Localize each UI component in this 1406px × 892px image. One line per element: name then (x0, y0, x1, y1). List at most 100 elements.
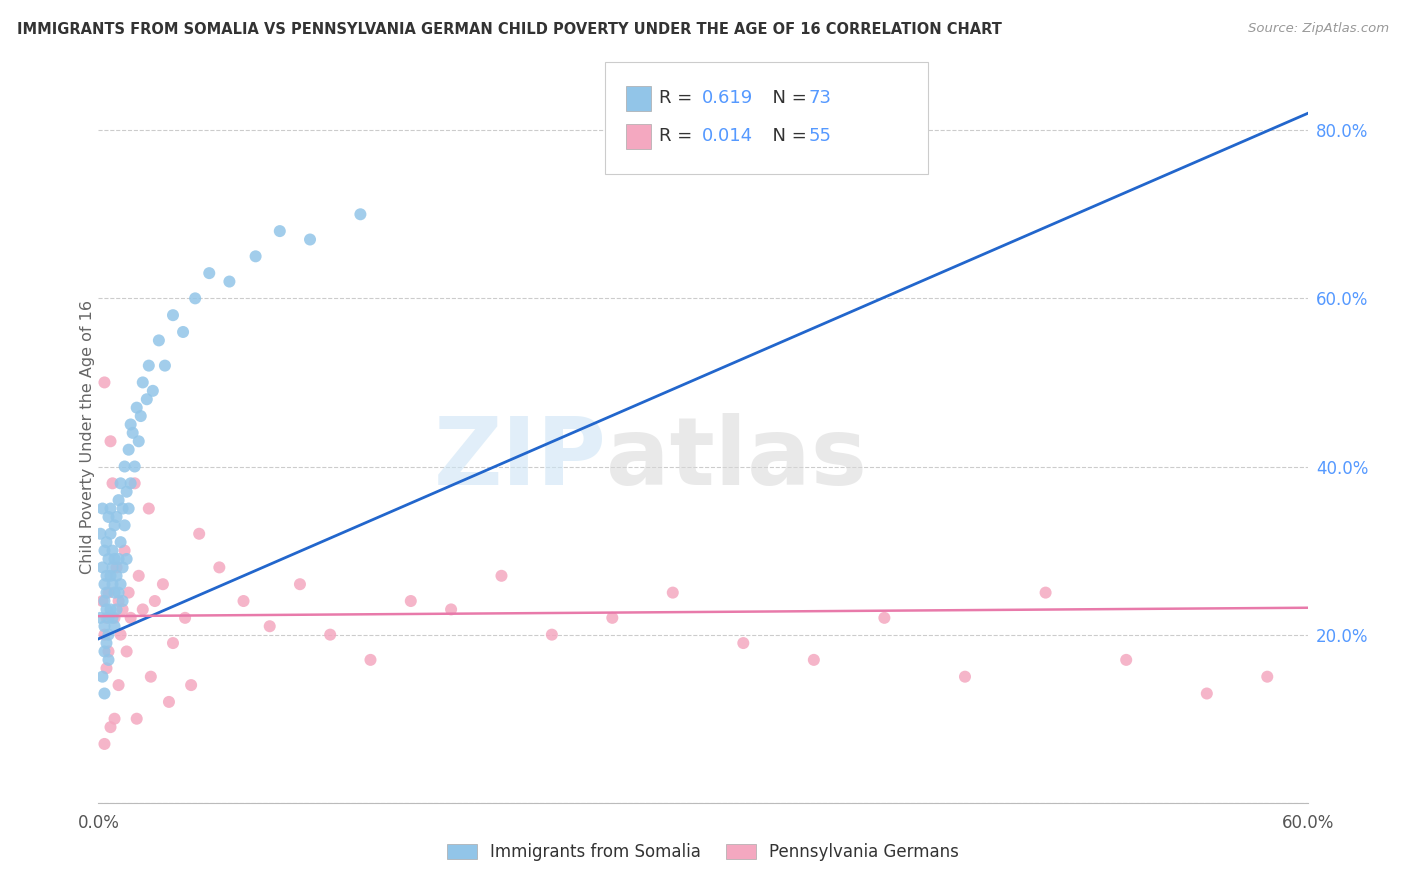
Point (93, 594, 115, 608)
Point (105, 602, 128, 616)
Point (103, 518, 125, 533)
Point (114, 543, 136, 558)
Point (138, 501, 160, 516)
Point (120, 417, 142, 432)
Point (107, 678, 129, 692)
Point (97, 552, 120, 566)
Text: ZIP: ZIP (433, 413, 606, 505)
Point (143, 594, 166, 608)
Point (96, 636, 118, 650)
Point (101, 577, 124, 591)
Point (121, 425, 143, 440)
Point (101, 611, 124, 625)
Point (360, 653, 382, 667)
Point (110, 535, 132, 549)
Point (157, 695, 180, 709)
Point (114, 518, 136, 533)
Point (111, 560, 134, 574)
Point (152, 577, 174, 591)
Point (105, 560, 128, 574)
Point (91, 501, 114, 516)
Point (491, 569, 513, 583)
Point (218, 275, 240, 289)
Point (96, 585, 118, 599)
Point (162, 308, 184, 322)
Point (124, 459, 146, 474)
Point (174, 611, 197, 625)
Point (128, 569, 150, 583)
Point (97, 611, 120, 625)
Point (540, 627, 562, 641)
Point (110, 627, 132, 641)
Point (139, 670, 162, 684)
Point (208, 560, 231, 574)
Text: 0.014: 0.014 (702, 128, 752, 145)
Point (132, 602, 155, 616)
Point (120, 476, 142, 491)
Text: Source: ZipAtlas.com: Source: ZipAtlas.com (1249, 22, 1389, 36)
Point (93, 627, 115, 641)
Point (153, 359, 176, 373)
Point (259, 619, 281, 633)
Point (184, 291, 207, 305)
Point (97, 653, 120, 667)
Point (107, 493, 129, 508)
Point (120, 611, 142, 625)
Point (107, 585, 129, 599)
Point (96, 535, 118, 549)
Point (953, 670, 976, 684)
Point (115, 484, 138, 499)
Point (873, 611, 896, 625)
Point (107, 552, 129, 566)
Text: atlas: atlas (606, 413, 868, 505)
Point (103, 611, 125, 625)
Point (299, 233, 322, 247)
Point (93, 686, 115, 700)
Point (103, 552, 125, 566)
Point (733, 636, 755, 650)
Point (93, 619, 115, 633)
Point (100, 602, 122, 616)
Text: R =: R = (659, 89, 699, 107)
Point (93, 644, 115, 658)
Point (399, 594, 422, 608)
Point (97, 510, 120, 524)
Point (135, 392, 157, 407)
Point (128, 434, 150, 449)
Text: N =: N = (761, 89, 813, 107)
Point (96, 611, 118, 625)
Point (1115, 653, 1137, 667)
Point (288, 577, 311, 591)
Point (93, 376, 115, 390)
Point (1035, 585, 1057, 599)
Point (101, 560, 124, 574)
Point (91, 594, 114, 608)
Point (118, 585, 141, 599)
Point (107, 594, 129, 608)
Point (803, 653, 825, 667)
Point (132, 376, 155, 390)
Point (91, 670, 114, 684)
Point (1256, 670, 1278, 684)
Point (180, 678, 202, 692)
Point (89, 526, 111, 541)
Point (97, 585, 120, 599)
Point (96, 602, 118, 616)
Point (115, 644, 138, 658)
Point (103, 585, 125, 599)
Point (602, 611, 624, 625)
Point (100, 526, 122, 541)
Point (103, 619, 125, 633)
Point (125, 712, 148, 726)
Point (101, 543, 124, 558)
Point (115, 552, 138, 566)
Text: 0.619: 0.619 (702, 89, 752, 107)
Legend: Immigrants from Somalia, Pennsylvania Germans: Immigrants from Somalia, Pennsylvania Ge… (440, 837, 966, 868)
Point (661, 585, 683, 599)
Point (100, 720, 122, 734)
Point (142, 384, 165, 398)
Point (172, 325, 194, 339)
Point (111, 602, 134, 616)
Point (349, 207, 371, 221)
Point (93, 737, 115, 751)
